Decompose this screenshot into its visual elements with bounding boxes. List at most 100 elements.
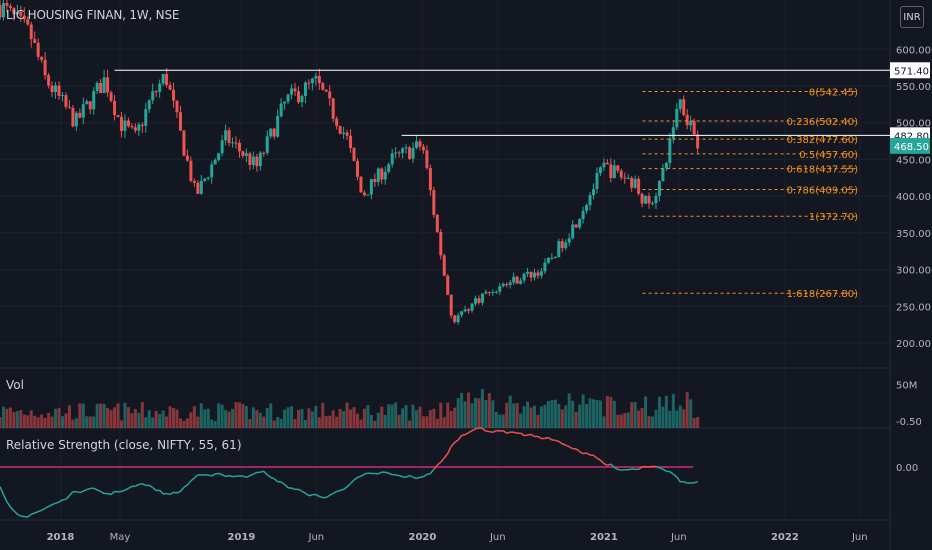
rs-segment (607, 463, 612, 466)
volume-bar (408, 420, 412, 428)
volume-axis-label: 50M (896, 380, 917, 391)
currency-badge[interactable]: INR (900, 6, 924, 28)
rs-segment (440, 457, 445, 463)
volume-bar (630, 402, 634, 428)
candle-body (244, 153, 248, 156)
rs-segment (398, 474, 403, 478)
candle-body (300, 96, 304, 103)
rs-segment (544, 436, 549, 440)
volume-bar (553, 399, 557, 428)
price-tick-label: 600.00 (896, 45, 931, 56)
rs-segment (492, 429, 497, 433)
rs-segment (221, 474, 226, 478)
candle-body (310, 78, 314, 84)
rs-segment (339, 488, 344, 492)
candle-body (522, 273, 526, 281)
volume-bar (605, 395, 609, 428)
volume-bar (581, 394, 585, 428)
volume-bar (286, 407, 290, 428)
candle-body (74, 112, 78, 127)
rs-segment (662, 468, 667, 472)
volume-bar (463, 401, 467, 428)
candle-body (64, 95, 68, 107)
volume-bar (321, 402, 325, 428)
rs-segment (48, 504, 53, 508)
price-tick-label: 450.00 (896, 155, 931, 166)
candle-body (147, 100, 151, 110)
rs-segment (152, 486, 157, 492)
volume-bar (578, 404, 582, 428)
rs-segment (388, 472, 393, 476)
volume-bar (585, 404, 589, 428)
volume-bar (664, 395, 668, 428)
volume-bar (616, 414, 620, 428)
rs-segment (475, 427, 480, 430)
volume-bar (54, 408, 58, 428)
candle-body (1, 3, 5, 18)
candle-body (435, 214, 439, 232)
fib-level-label: 0.5(457.60) (799, 150, 858, 161)
rs-segment (409, 474, 414, 478)
symbol-title: LIC HOUSING FINAN, 1W, NSE (6, 8, 180, 22)
candle-body (487, 291, 491, 293)
candle-body (85, 101, 89, 105)
candle-body (439, 231, 443, 256)
volume-bar (456, 398, 460, 428)
rs-segment (79, 490, 84, 494)
rs-segment (385, 471, 389, 474)
rs-segment (193, 474, 199, 479)
volume-bar (40, 414, 44, 428)
candle-body (99, 82, 103, 94)
volume-bar (168, 406, 172, 428)
candle-body (564, 242, 568, 249)
rs-segment (471, 428, 476, 432)
volume-bar (515, 403, 519, 428)
rs-segment (148, 484, 154, 489)
candle-body (647, 195, 651, 204)
volume-bar (651, 416, 655, 428)
volume-bar (227, 411, 231, 428)
rs-segment (121, 489, 126, 493)
candle-body (213, 160, 217, 165)
rs-segment (603, 462, 608, 466)
candle-body (119, 116, 123, 131)
rs-segment (395, 474, 400, 477)
candle-body (54, 85, 58, 92)
candle-body (144, 109, 148, 126)
candle-body (585, 205, 589, 211)
volume-bar (109, 410, 113, 428)
time-tick-label: 2018 (47, 532, 75, 543)
candle-body (116, 115, 120, 117)
candle-body (529, 271, 533, 278)
candle-body (50, 85, 54, 92)
fib-level-label: 0.382(477.60) (787, 135, 859, 146)
rs-segment (502, 430, 508, 434)
candle-body (355, 160, 359, 177)
candle-body (404, 147, 408, 149)
fib-retracement: 0(542.45) 0.236(502.40) 0.382(477.60) 0.5(4… (642, 88, 859, 300)
rs-segment (599, 459, 605, 465)
candle-body (182, 130, 186, 156)
rs-segment (315, 493, 320, 498)
volume-bar (539, 406, 543, 428)
candle-body (362, 192, 366, 196)
volume-bar (682, 409, 686, 428)
candle-body (498, 286, 502, 292)
rs-segment (86, 487, 91, 491)
candle-body (303, 82, 307, 97)
candle-body (258, 152, 262, 167)
rs-segment (179, 486, 185, 492)
candle-body (130, 126, 134, 128)
volume-bar (151, 417, 155, 428)
volume-bar (310, 411, 314, 428)
candle-body (512, 276, 516, 283)
candle-body (421, 146, 425, 151)
rs-segment (582, 452, 587, 455)
rs-segment (613, 466, 619, 471)
volume-bar (574, 411, 578, 428)
volume-bar (331, 410, 335, 428)
rs-segment (481, 427, 487, 432)
rs-segment (183, 484, 188, 488)
rs-segment (402, 475, 407, 478)
time-tick-label: 2022 (771, 532, 799, 543)
